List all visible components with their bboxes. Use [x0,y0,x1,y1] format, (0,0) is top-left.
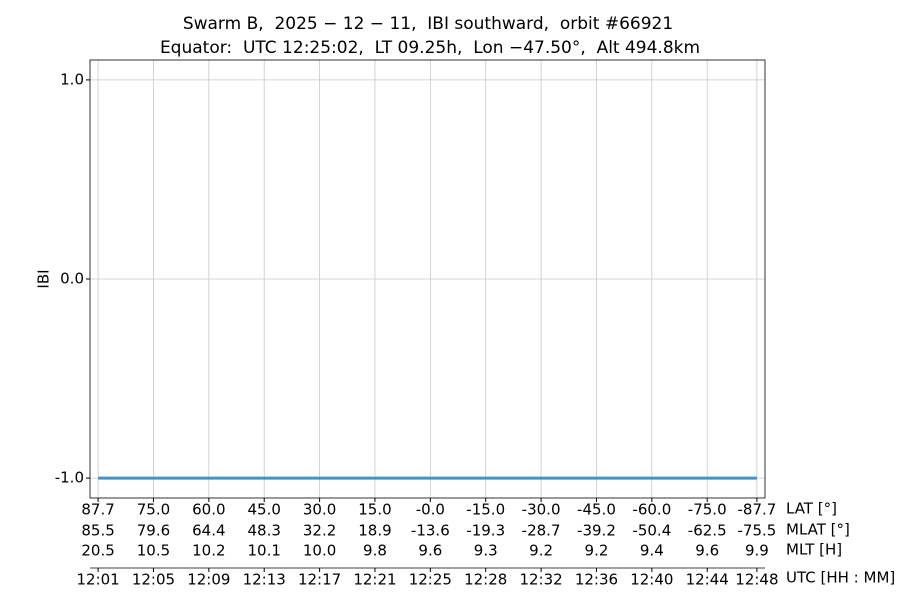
row-value: 32.2 [303,522,336,540]
row-value: 87.7 [81,501,114,519]
row-value: 9.4 [640,542,664,560]
y-tick-label: 1.0 [60,70,84,88]
row-value: 9.9 [745,542,769,560]
x-tick-label: 12:40 [630,571,673,589]
x-tick-label: 12:36 [575,571,618,589]
row-label: MLT [H] [786,541,842,559]
row-value: 15.0 [358,501,391,519]
plot-frame [89,59,766,499]
y-tick-label: 0.0 [60,270,84,288]
row-value: -28.7 [522,522,561,540]
x-axis-label: UTC [HH : MM] [786,569,895,587]
row-value: 48.3 [248,522,281,540]
row-value: 9.2 [529,542,553,560]
row-value: -62.5 [688,522,727,540]
x-tick-label: 12:28 [464,571,507,589]
x-tick-label: 12:44 [686,571,729,589]
row-label: LAT [°] [786,500,837,518]
row-value: 9.2 [585,542,609,560]
row-value: 60.0 [192,501,225,519]
x-tick-label: 12:09 [187,571,230,589]
row-value: 10.0 [303,542,336,560]
x-tick-label: 12:21 [353,571,396,589]
x-tick-label: 12:48 [735,571,778,589]
row-value: 20.5 [81,542,114,560]
x-tick-label: 12:05 [132,571,175,589]
x-tick-label: 12:17 [298,571,341,589]
row-value: -75.0 [688,501,727,519]
row-value: -15.0 [466,501,505,519]
row-value: 9.3 [474,542,498,560]
row-value: 9.8 [363,542,387,560]
row-value: -0.0 [416,501,445,519]
row-value: -50.4 [632,522,671,540]
row-value: 9.6 [695,542,719,560]
x-tick-label: 12:25 [409,571,452,589]
row-value: 9.6 [418,542,442,560]
row-value: -39.2 [577,522,616,540]
x-tick-label: 12:32 [519,571,562,589]
row-value: 10.2 [192,542,225,560]
row-value: 75.0 [137,501,170,519]
x-tick-label: 12:01 [76,571,119,589]
row-value: -60.0 [632,501,671,519]
row-value: 64.4 [192,522,225,540]
row-label: MLAT [°] [786,521,850,539]
y-axis-label: IBI [35,269,53,288]
row-value: 10.5 [137,542,170,560]
row-value: 10.1 [248,542,281,560]
row-value: 79.6 [137,522,170,540]
chart-title: Swarm B, 2025 − 12 − 11, IBI southward, … [183,14,673,34]
y-tick-label: -1.0 [55,469,84,487]
row-value: -87.7 [738,501,777,519]
row-value: 18.9 [358,522,391,540]
row-value: 45.0 [248,501,281,519]
row-value: -75.5 [738,522,777,540]
row-value: -19.3 [466,522,505,540]
row-value: 85.5 [81,522,114,540]
chart-subtitle: Equator: UTC 12:25:02, LT 09.25h, Lon −4… [160,38,700,58]
row-value: -45.0 [577,501,616,519]
row-value: -13.6 [411,522,450,540]
x-tick-label: 12:13 [243,571,286,589]
row-value: 30.0 [303,501,336,519]
row-value: -30.0 [522,501,561,519]
